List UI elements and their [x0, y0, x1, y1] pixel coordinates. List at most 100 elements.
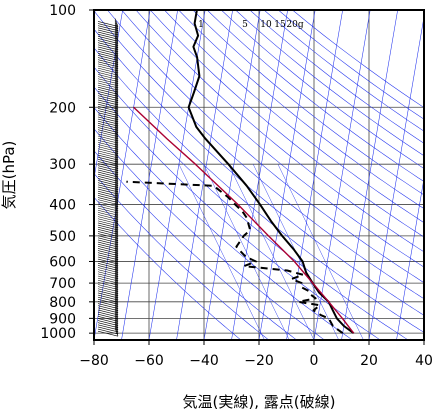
- wind-barb-flag: [114, 54, 119, 63]
- isotherm: [176, 10, 233, 340]
- wind-barb-flag: [114, 313, 119, 322]
- wind-barb: [97, 116, 119, 123]
- wind-barb-flag: [114, 234, 119, 243]
- dry-adiabat: [94, 196, 242, 340]
- y-tick-label: 100: [49, 3, 76, 19]
- wind-barb-flag: [114, 130, 119, 139]
- wind-barb-flag: [114, 202, 119, 212]
- wind-barb-flag: [114, 291, 119, 301]
- wind-barb: [97, 233, 119, 239]
- wind-barb-flag: [114, 241, 119, 250]
- wind-barb-flag: [114, 141, 119, 150]
- wind-barb: [97, 76, 119, 82]
- wind-barb-flag: [114, 258, 119, 267]
- wind-barb-flag: [114, 105, 119, 114]
- wind-barb: [97, 112, 119, 118]
- wind-barb-flag: [114, 22, 119, 31]
- wind-barb-flag: [114, 281, 119, 290]
- wind-barb: [97, 78, 119, 85]
- wind-barb-flag: [114, 71, 119, 80]
- wind-barb-flag: [114, 175, 119, 184]
- wind-barb-flag: [114, 101, 119, 110]
- wind-barb-flag: [114, 31, 119, 40]
- wind-barb-flag: [114, 192, 119, 201]
- wind-barb: [97, 137, 119, 144]
- wind-barb-flag: [114, 28, 119, 38]
- wind-barb: [97, 55, 119, 61]
- wind-barb-flag: [114, 211, 119, 220]
- wind-barb-flag: [114, 219, 119, 229]
- wind-barb: [97, 316, 119, 322]
- wind-barb-flag: [114, 84, 119, 93]
- wind-barb: [97, 239, 119, 246]
- wind-barb: [97, 61, 119, 68]
- wind-barb: [97, 154, 119, 161]
- wind-barb-flag: [114, 18, 119, 27]
- wind-barb-flag: [114, 221, 119, 231]
- wind-barb-flag: [114, 321, 119, 330]
- wind-barb-flag: [114, 43, 119, 53]
- wind-barb-flag: [114, 160, 119, 169]
- wind-barb-flag: [114, 317, 119, 326]
- wind-barb: [97, 190, 119, 197]
- wind-barb: [97, 305, 119, 311]
- wind-barb: [97, 292, 119, 299]
- dry-adiabat: [94, 173, 269, 340]
- wind-barb: [97, 52, 119, 59]
- wind-barb: [97, 222, 119, 229]
- isotherm: [396, 176, 424, 340]
- wind-barb: [97, 173, 119, 180]
- dry-adiabat: [94, 86, 381, 340]
- wind-barb-flag: [114, 79, 119, 89]
- wind-barb-flag: [114, 62, 119, 72]
- wind-barb: [97, 125, 119, 131]
- dewpoint-line: [126, 180, 344, 335]
- wind-barb-flag: [114, 107, 119, 116]
- wind-barb-flag: [114, 217, 119, 226]
- wind-barb: [97, 91, 119, 97]
- wind-barb: [97, 262, 119, 269]
- wind-barb: [97, 25, 119, 32]
- wind-barb: [97, 199, 119, 205]
- wind-barb-flag: [114, 247, 119, 256]
- wind-barb-flag: [114, 207, 119, 216]
- wind-barb-flag: [114, 120, 119, 129]
- wind-barb: [97, 101, 119, 108]
- wind-barb: [97, 294, 119, 301]
- isotherm: [148, 10, 206, 340]
- wind-barb: [97, 50, 119, 57]
- wind-barb: [97, 296, 119, 303]
- wind-barb: [97, 120, 119, 127]
- wind-barb: [97, 42, 119, 48]
- isotherm: [258, 10, 316, 340]
- wind-barb-flag: [114, 270, 119, 279]
- wind-barb: [97, 65, 119, 72]
- wind-barb: [97, 271, 119, 278]
- wind-barb: [97, 86, 119, 93]
- wind-barb-flag: [114, 279, 119, 288]
- wind-barb: [97, 97, 119, 104]
- x-tick-label: 40: [415, 353, 433, 369]
- wind-barb: [97, 260, 119, 267]
- wind-barb-flag: [114, 323, 119, 333]
- wind-barb: [97, 250, 119, 256]
- wind-barb-flag: [114, 287, 119, 296]
- wind-barb-flag: [114, 183, 119, 193]
- dry-adiabat: [94, 106, 353, 340]
- x-ticks: −80 −60 −40 −20 0 20 40: [79, 340, 433, 369]
- wind-barb-flag: [114, 230, 119, 239]
- wind-barb-flag: [114, 39, 119, 48]
- y-axis-title: 気圧(hPa): [0, 141, 18, 210]
- y-tick-label: 500: [49, 229, 76, 245]
- wind-barb-flag: [114, 243, 119, 252]
- wind-barb: [97, 180, 119, 186]
- wind-barb: [97, 195, 119, 201]
- wind-barb: [97, 29, 119, 36]
- wind-barb-flag: [114, 139, 119, 148]
- wind-barb-flag: [114, 194, 119, 203]
- wind-barb-flag: [114, 92, 119, 101]
- wind-barb: [97, 57, 119, 63]
- wind-barb: [97, 224, 119, 231]
- wind-barb-flag: [114, 77, 119, 86]
